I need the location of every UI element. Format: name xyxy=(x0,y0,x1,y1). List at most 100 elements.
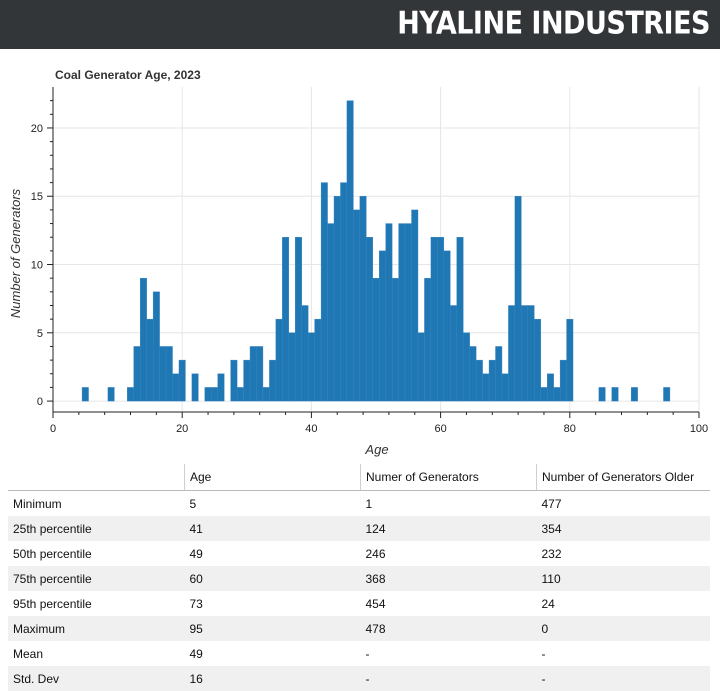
table-cell: 50th percentile xyxy=(13,546,92,561)
y-tick-label: 10 xyxy=(31,260,43,272)
histogram-bar xyxy=(172,373,180,402)
histogram-bar xyxy=(553,387,561,402)
table-cell: 16 xyxy=(184,666,361,691)
histogram-bar xyxy=(275,318,283,402)
header-bar: HYALINE INDUSTRIES xyxy=(0,0,720,49)
histogram-bar xyxy=(463,332,470,402)
table-row: 95th percentile 73 454 24 xyxy=(8,591,710,616)
table-cell: 49 xyxy=(189,646,203,661)
histogram-bar xyxy=(630,387,638,402)
histogram-bar xyxy=(249,346,257,402)
histogram-bar xyxy=(288,332,296,402)
table-row: Mean 49 - - xyxy=(8,641,710,666)
y-axis-label: Number of Generators xyxy=(8,188,23,318)
histogram-bar xyxy=(508,305,516,402)
table-cell: 25th percentile xyxy=(8,516,185,541)
histogram-bar xyxy=(295,237,302,402)
histogram-bar xyxy=(333,196,341,402)
x-axis-label: Age xyxy=(364,442,388,457)
histogram-chart: 0 20 40 60 80 100 0 5 10 15 20 Coal Generator Age, … xyxy=(8,68,708,457)
table-cell: 95 xyxy=(184,616,361,641)
column-header: Age xyxy=(184,464,361,491)
table-cell: - xyxy=(541,646,546,661)
histogram-bar xyxy=(417,332,425,402)
table-row: 75th percentile 60 368 110 xyxy=(8,566,710,591)
histogram-bar xyxy=(262,387,270,402)
histogram-bar xyxy=(133,346,141,402)
histogram-bar xyxy=(230,359,238,402)
y-tick-label: 20 xyxy=(31,123,43,135)
table-cell: 354 xyxy=(536,516,710,541)
histogram-bar xyxy=(340,182,348,402)
histogram-bar xyxy=(437,237,445,402)
histogram-bar xyxy=(385,223,393,402)
table-header-row: Age Numer of Generators Number of Genera… xyxy=(8,464,710,491)
table-row: 50th percentile 49 246 232 xyxy=(8,541,710,566)
histogram-bar xyxy=(611,387,619,402)
histogram-bar xyxy=(217,373,225,402)
table-cell: 232 xyxy=(541,546,562,561)
table-cell: Minimum xyxy=(13,496,62,511)
table-row: Minimum 5 1 477 xyxy=(8,491,710,517)
x-tick-label: 0 xyxy=(50,423,56,435)
table-cell: 41 xyxy=(184,516,361,541)
histogram-bar xyxy=(81,387,89,402)
histogram-bar xyxy=(443,250,451,402)
histogram-bar xyxy=(450,305,457,402)
table-cell: 95th percentile xyxy=(13,596,92,611)
histogram-bar xyxy=(359,196,367,402)
histogram-bar xyxy=(269,359,277,402)
table-cell: 60 xyxy=(184,566,361,591)
histogram-bar xyxy=(159,346,167,402)
histogram-bar xyxy=(372,277,380,402)
table-row: Maximum 95 478 0 xyxy=(8,616,710,641)
histogram-bar xyxy=(501,373,509,402)
histogram-bar xyxy=(243,359,251,402)
histogram-bar xyxy=(482,373,490,402)
histogram-bar xyxy=(165,346,173,402)
histogram-bar xyxy=(398,223,406,402)
table-cell: 454 xyxy=(365,596,386,611)
histogram-bar xyxy=(307,332,315,402)
histogram-bar xyxy=(353,209,361,402)
table-row: Std. Dev 16 - - xyxy=(8,666,710,691)
table-cell: 1 xyxy=(365,496,373,511)
histogram-bar xyxy=(327,223,335,402)
histogram-bar xyxy=(495,346,503,402)
table-cell: 478 xyxy=(360,616,537,641)
histogram-bar xyxy=(314,318,322,402)
histogram-bar xyxy=(430,237,438,402)
brand-logo: HYALINE INDUSTRIES xyxy=(397,6,710,42)
histogram-bar xyxy=(404,223,412,402)
x-tick-label: 60 xyxy=(434,423,446,435)
y-tick-label: 0 xyxy=(37,396,43,408)
table-row: 25th percentile 41 124 354 xyxy=(8,516,710,541)
histogram-bar xyxy=(559,359,567,402)
table-cell: - xyxy=(360,666,537,691)
histogram-bar xyxy=(191,373,199,402)
histogram-bar xyxy=(107,387,115,402)
x-tick-label: 80 xyxy=(564,423,576,435)
column-header xyxy=(8,464,185,491)
table-cell: 124 xyxy=(360,516,537,541)
stats-table: Age Numer of Generators Number of Genera… xyxy=(8,464,710,691)
y-tick-label: 5 xyxy=(37,328,43,340)
column-header: Number of Generators Older xyxy=(536,464,710,491)
table-cell: Mean xyxy=(13,646,44,661)
table-cell: 368 xyxy=(360,566,537,591)
histogram-bar xyxy=(488,359,496,402)
histogram-bar xyxy=(379,250,386,402)
histogram-bar xyxy=(127,387,134,402)
histogram-bar xyxy=(282,237,289,402)
histogram-bar xyxy=(301,305,309,402)
x-tick-label: 40 xyxy=(305,423,317,435)
table-cell: 110 xyxy=(536,566,710,591)
table-cell: 246 xyxy=(365,546,386,561)
table-cell: 5 xyxy=(189,496,197,511)
table-cell: Maximum xyxy=(8,616,185,641)
histogram-bar xyxy=(236,387,244,402)
column-header: Numer of Generators xyxy=(360,464,537,491)
chart-title: Coal Generator Age, 2023 xyxy=(55,68,201,82)
y-tick-label: 15 xyxy=(31,191,43,203)
table-cell: 75th percentile xyxy=(8,566,185,591)
